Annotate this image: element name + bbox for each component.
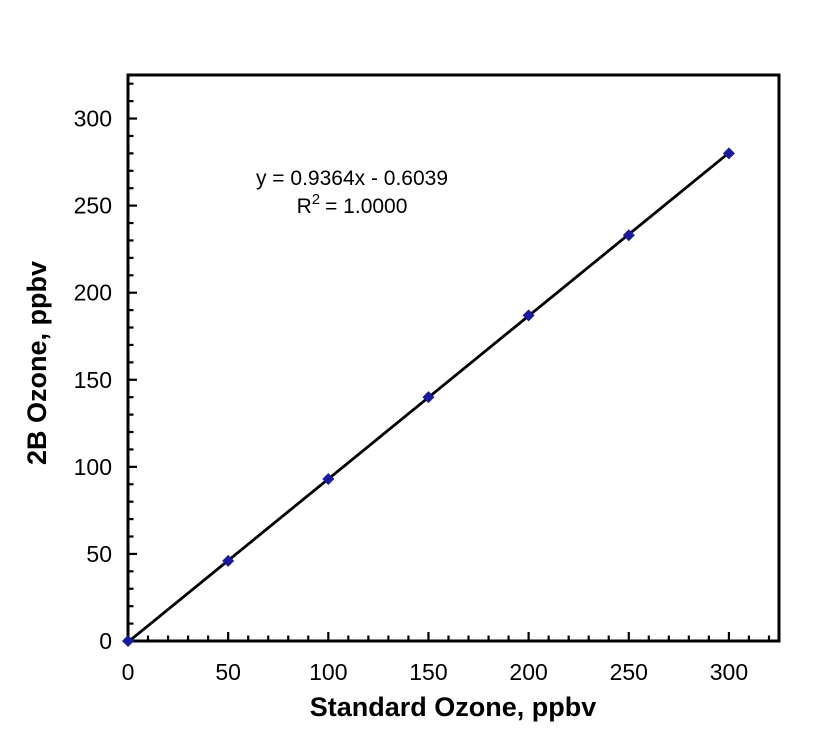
y-tick-label: 150: [74, 367, 112, 393]
x-tick-label: 100: [309, 659, 347, 685]
r-squared-base: R: [297, 195, 312, 218]
x-tick-label: 50: [215, 659, 241, 685]
r-squared-value: = 1.0000: [325, 195, 407, 218]
data-point-diamond: [622, 229, 635, 242]
data-point-diamond: [722, 147, 735, 160]
data-point-diamond: [122, 635, 134, 647]
y-axis-title: 2B Ozone, ppbv: [22, 261, 52, 465]
plot-frame: [126, 73, 781, 643]
y-tick-label: 50: [86, 541, 112, 567]
y-tick-label: 100: [74, 454, 112, 480]
data-point-diamond: [322, 473, 335, 486]
y-tick-label: 300: [74, 106, 112, 132]
x-tick-label: 300: [710, 659, 748, 685]
axes: [126, 73, 781, 643]
data-series: [122, 147, 735, 647]
trendline-equation: y = 0.9364x - 0.6039: [256, 167, 448, 190]
x-axis-title: Standard Ozone, ppbv: [310, 692, 597, 722]
y-tick-label: 0: [99, 628, 112, 654]
data-point-diamond: [422, 391, 435, 404]
tick-labels: 0 50 100 150 200 250 300 0 50 100 150 200 250 300: [74, 106, 748, 685]
x-tick-label: 250: [610, 659, 648, 685]
x-tick-label: 150: [409, 659, 447, 685]
y-tick-label: 250: [74, 193, 112, 219]
x-tick-label: 0: [122, 659, 135, 685]
data-point-diamond: [522, 309, 535, 322]
x-tick-label: 200: [509, 659, 547, 685]
r-squared-label: R2 = 1.0000: [297, 191, 408, 218]
r-squared-exponent: 2: [312, 191, 320, 208]
data-point-diamond: [222, 554, 235, 567]
y-tick-label: 200: [74, 280, 112, 306]
